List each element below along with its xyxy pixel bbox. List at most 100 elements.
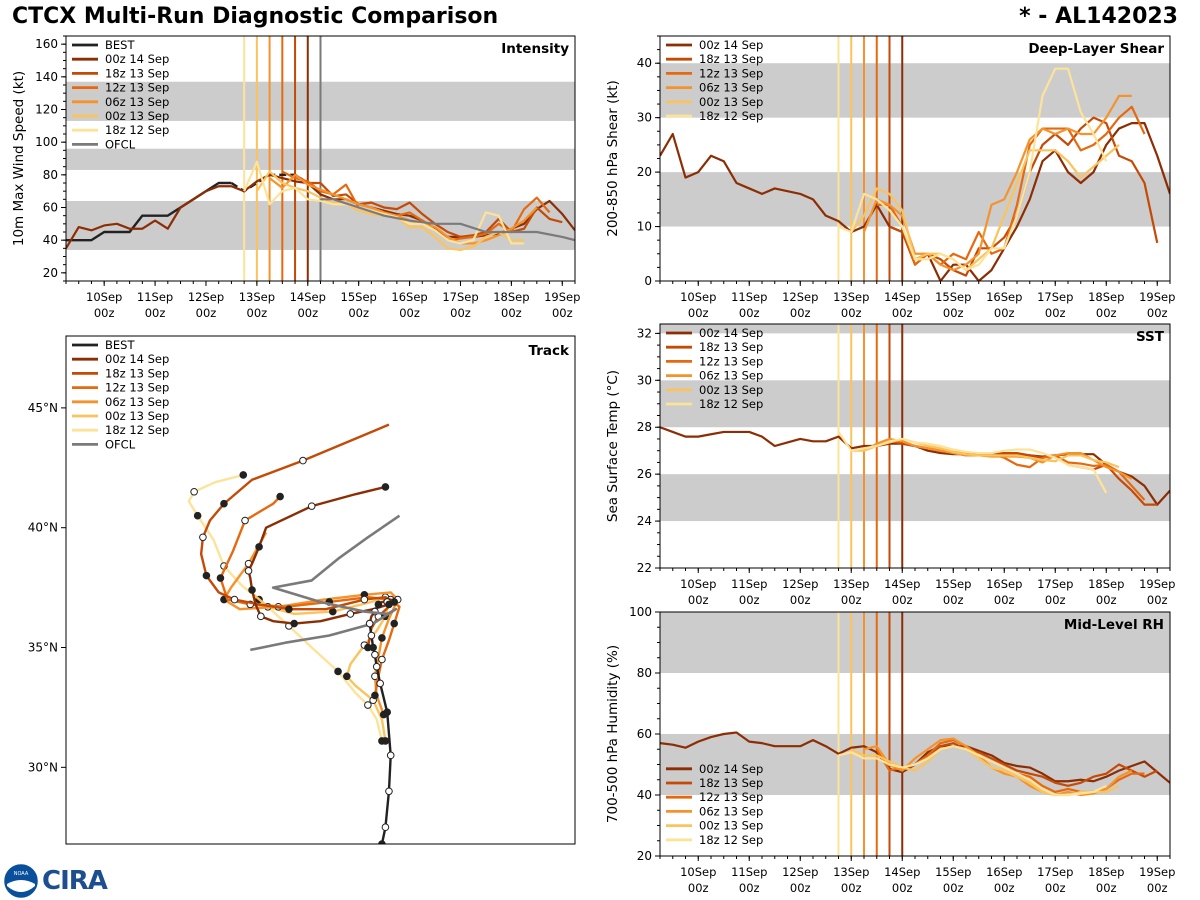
legend-label: 00z 13 Sep: [105, 409, 169, 423]
x-tick-label: 00z: [688, 306, 709, 320]
legend-label: 18z 12 Sep: [699, 109, 763, 123]
x-tick-label: 18Sep: [1088, 577, 1124, 591]
y-tick-label: 40: [637, 56, 652, 70]
legend-label: 00z 14 Sep: [699, 38, 763, 52]
x-tick-label: 00z: [1147, 881, 1168, 895]
legend-label: 12z 13 Sep: [699, 790, 763, 804]
x-tick-label: 00z: [1096, 306, 1117, 320]
y-tick-label: 60: [637, 727, 652, 741]
track-point: [199, 533, 207, 542]
x-tick-label: 00z: [994, 593, 1015, 607]
track-point: [190, 487, 198, 496]
x-tick-label: 19Sep: [1139, 290, 1175, 304]
x-tick-label: 17Sep: [1037, 865, 1073, 879]
legend-label: 18z 13 Sep: [699, 340, 763, 354]
x-tick-label: 10Sep: [680, 577, 716, 591]
legend-label: 06z 13 Sep: [699, 804, 763, 818]
x-tick-label: 18Sep: [1088, 865, 1124, 879]
y-tick-label: 60: [43, 201, 58, 215]
x-tick-label: 14Sep: [290, 290, 326, 304]
series-line-ofcl: [320, 198, 575, 242]
x-tick-label: 00z: [688, 593, 709, 607]
x-tick-label: 00z: [450, 306, 471, 320]
y-axis-label: 700-500 hPa Humidity (%): [605, 645, 621, 823]
x-tick-label: 17Sep: [442, 290, 478, 304]
x-tick-label: 18Sep: [493, 290, 529, 304]
shaded-band: [660, 380, 1170, 428]
y-tick-label: 80: [43, 168, 58, 182]
y-tick-label: 30: [637, 111, 652, 125]
track-point: [230, 595, 239, 604]
x-tick-label: 00z: [1096, 593, 1117, 607]
x-tick-label: 00z: [892, 881, 913, 895]
y-tick-label: 10: [637, 220, 652, 234]
track-point: [371, 691, 379, 700]
track-point: [369, 643, 377, 652]
x-tick-label: 11Sep: [731, 865, 767, 879]
x-tick-label: 14Sep: [884, 865, 920, 879]
x-tick-label: 00z: [841, 593, 862, 607]
series-line-18z-13-sep: [294, 173, 563, 238]
x-tick-label: 00z: [501, 306, 522, 320]
plot-frame: [65, 335, 576, 845]
track-point: [378, 634, 386, 642]
x-tick-label: 00z: [297, 306, 318, 320]
page-title: CTCX Multi-Run Diagnostic Comparison: [12, 4, 499, 29]
x-tick-label: 00z: [94, 306, 115, 320]
x-tick-label: 10Sep: [680, 865, 716, 879]
x-tick-label: 16Sep: [986, 865, 1022, 879]
track-point: [372, 662, 381, 671]
y-tick-label: 0: [644, 274, 652, 288]
track-point: [378, 655, 386, 664]
x-tick-label: 14Sep: [884, 290, 920, 304]
track-point: [244, 567, 253, 575]
x-tick-label: 13Sep: [833, 577, 869, 591]
x-tick-label: 00z: [841, 881, 862, 895]
x-tick-label: 00z: [790, 306, 811, 320]
track-point: [307, 502, 316, 510]
track-point: [285, 605, 293, 613]
x-tick-label: 18Sep: [1088, 290, 1124, 304]
panel-title: Deep-Layer Shear: [1028, 41, 1164, 57]
track-point: [299, 456, 307, 465]
x-tick-label: 15Sep: [935, 865, 971, 879]
y-tick-label: 40: [43, 233, 58, 247]
legend-label: 00z 13 Sep: [699, 819, 763, 833]
x-tick-label: 13Sep: [833, 290, 869, 304]
y-tick-label: 160: [35, 37, 58, 51]
track-point: [346, 610, 355, 618]
x-tick-label: 14Sep: [884, 577, 920, 591]
shaded-band: [660, 172, 1170, 227]
track-point: [364, 701, 372, 709]
x-tick-label: 19Sep: [1139, 577, 1175, 591]
track-point: [334, 667, 342, 676]
x-tick-label: 10Sep: [86, 290, 122, 304]
x-tick-label: 00z: [892, 593, 913, 607]
track-point: [248, 586, 256, 594]
y-tick-label: 100: [629, 605, 652, 619]
seal-text: NOAA: [14, 871, 29, 877]
x-tick-label: 00z: [399, 306, 420, 320]
y-tick-label: 20: [43, 266, 58, 280]
y-tick-label: 20: [637, 165, 652, 179]
track-line-ofcl: [250, 514, 401, 652]
x-tick-label: 11Sep: [137, 290, 173, 304]
lat-tick-label: 30°N: [28, 760, 58, 774]
x-tick-label: 00z: [790, 881, 811, 895]
series-group: [66, 160, 575, 252]
track-point: [383, 708, 391, 717]
y-axis-label: 200-850 hPa Shear (kt): [605, 80, 621, 237]
x-tick-label: 00z: [943, 881, 964, 895]
y-tick-label: 24: [637, 514, 652, 528]
track-point: [202, 571, 211, 580]
series-line-06z-13-sep: [268, 173, 538, 245]
track-point: [257, 612, 265, 621]
track-point: [381, 737, 390, 745]
x-tick-label: 15Sep: [341, 290, 377, 304]
y-tick-label: 80: [637, 666, 652, 680]
x-tick-label: 00z: [994, 306, 1015, 320]
track-line-12z-13-sep: [219, 495, 401, 696]
track-point: [360, 595, 369, 604]
